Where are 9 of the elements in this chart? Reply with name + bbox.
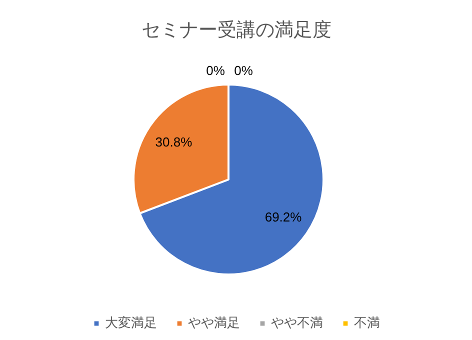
text: 0%: [206, 63, 225, 78]
data-label: 69.2%: [264, 210, 302, 225]
legend-label: 不満: [354, 314, 380, 332]
text: 0%: [234, 63, 253, 78]
legend-label: やや満足: [188, 314, 240, 332]
legend-label: 大変満足: [105, 314, 157, 332]
chart-title: セミナー受講の満足度: [142, 19, 332, 41]
legend-label: やや不満: [271, 314, 323, 332]
data-label: 30.8%: [155, 134, 193, 150]
